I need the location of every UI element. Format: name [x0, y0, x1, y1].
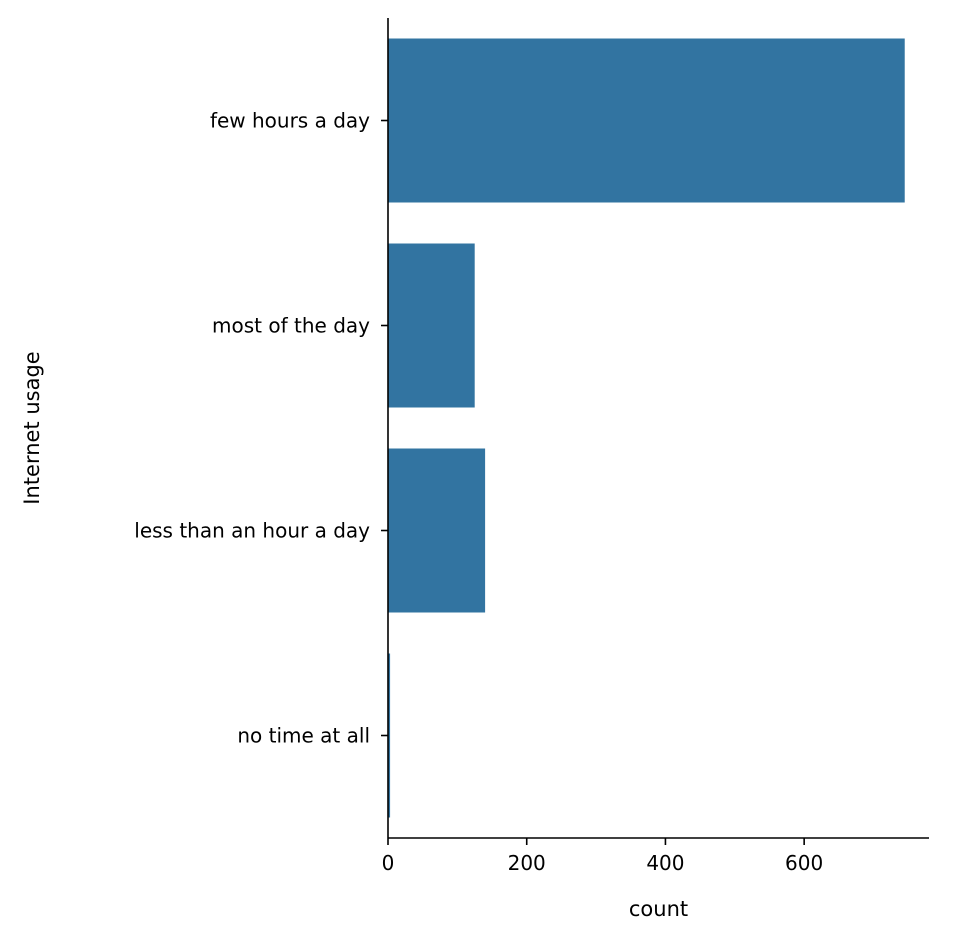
y-axis-ticks: few hours a day most of the day less than …: [134, 109, 388, 748]
bar-1: [388, 243, 475, 408]
x-tick-label-2: 400: [646, 851, 684, 875]
bar-3: [388, 653, 391, 818]
x-tick-label-0: 0: [382, 851, 395, 875]
bar-0: [388, 38, 905, 203]
x-tick-label-1: 200: [508, 851, 546, 875]
x-tick-label-3: 600: [785, 851, 823, 875]
y-axis-title: Internet usage: [20, 351, 44, 504]
bars-group: [388, 38, 905, 818]
y-tick-label-1: most of the day: [212, 314, 370, 338]
x-axis-ticks: 0 200 400 600: [382, 838, 823, 875]
y-tick-label-3: no time at all: [237, 724, 370, 748]
x-axis-title: count: [629, 897, 688, 921]
y-tick-label-2: less than an hour a day: [134, 519, 370, 543]
bar-2: [388, 448, 486, 613]
y-tick-label-0: few hours a day: [210, 109, 370, 133]
